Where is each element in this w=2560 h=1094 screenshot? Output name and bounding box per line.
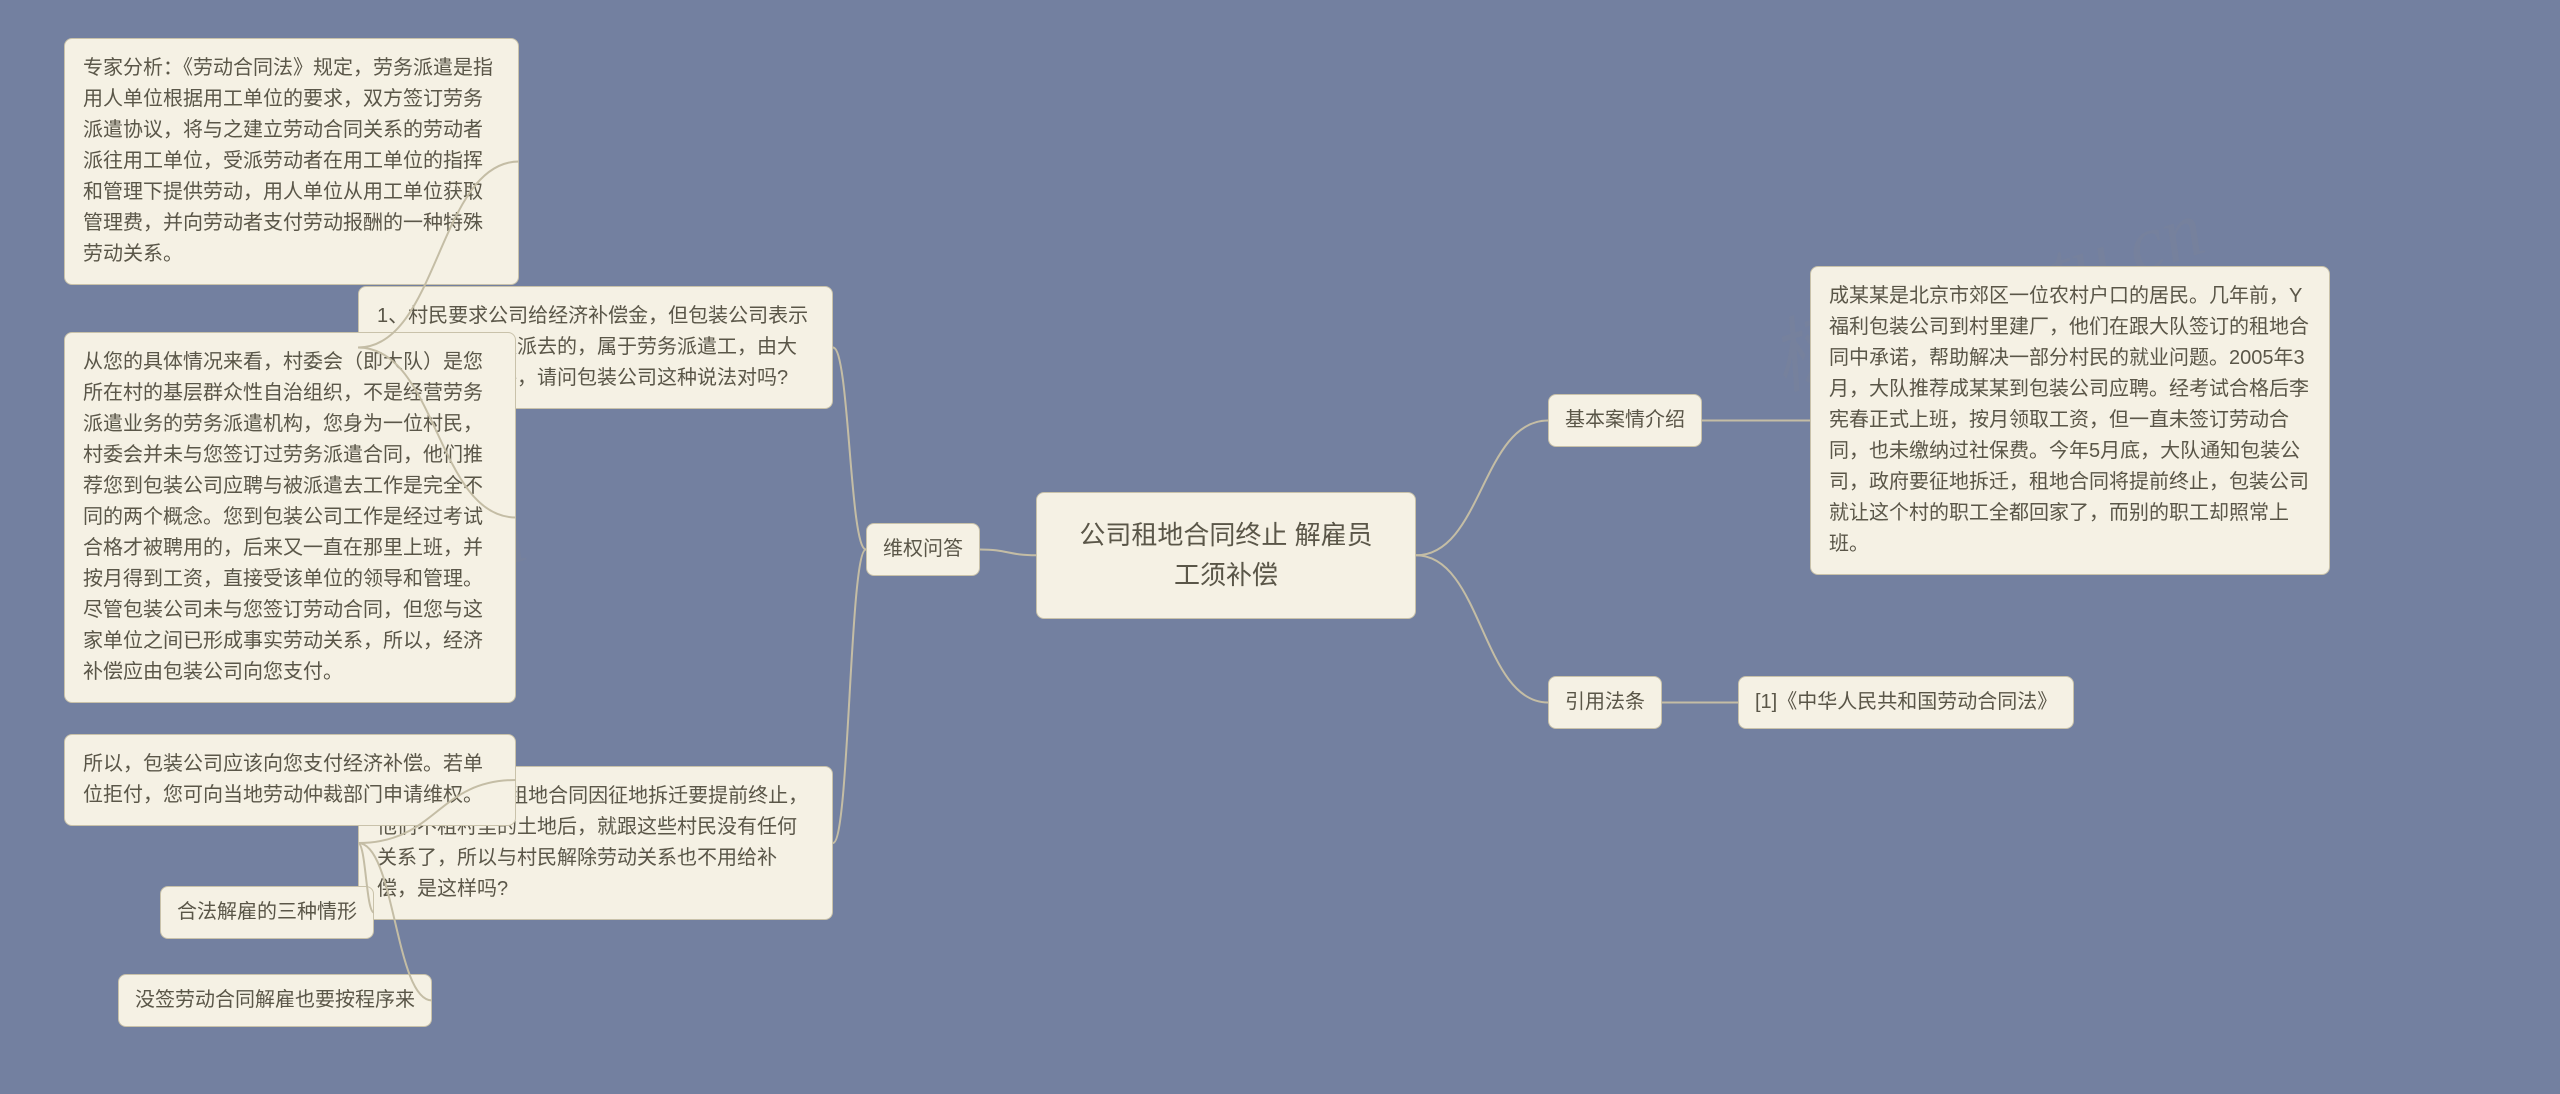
case-intro-label: 基本案情介绍 — [1548, 394, 1702, 447]
q2-answer-1-text: 所以，包装公司应该向您支付经济补偿。若单位拒付，您可向当地劳动仲裁部门申请维权。 — [83, 753, 483, 806]
law-label: 引用法条 — [1548, 676, 1662, 729]
q2-answer-3: 没签劳动合同解雇也要按程序来 — [118, 974, 432, 1027]
center-line2: 工须补偿 — [1174, 560, 1278, 590]
q1-answer-1: 专家分析：《劳动合同法》规定，劳务派遣是指用人单位根据用工单位的要求，双方签订劳… — [64, 38, 519, 285]
qa-label-text: 维权问答 — [883, 538, 963, 560]
law-label-text: 引用法条 — [1565, 691, 1645, 713]
center-line1: 公司租地合同终止 解雇员 — [1079, 520, 1372, 550]
case-intro-body: 成某某是北京市郊区一位农村户口的居民。几年前，Y福利包装公司到村里建厂，他们在跟… — [1829, 285, 2309, 555]
law-reference: [1]《中华人民共和国劳动合同法》 — [1738, 676, 2074, 729]
q1-answer-2: 从您的具体情况来看，村委会（即大队）是您所在村的基层群众性自治组织，不是经营劳务… — [64, 332, 516, 703]
q2-answer-3-text: 没签劳动合同解雇也要按程序来 — [135, 989, 415, 1011]
law-reference-text: [1]《中华人民共和国劳动合同法》 — [1755, 691, 2057, 713]
q1-answer-1-text: 专家分析：《劳动合同法》规定，劳务派遣是指用人单位根据用工单位的要求，双方签订劳… — [83, 57, 493, 265]
center-topic: 公司租地合同终止 解雇员 工须补偿 — [1036, 492, 1416, 619]
case-intro-text: 成某某是北京市郊区一位农村户口的居民。几年前，Y福利包装公司到村里建厂，他们在跟… — [1810, 266, 2330, 575]
q1-answer-2-text: 从您的具体情况来看，村委会（即大队）是您所在村的基层群众性自治组织，不是经营劳务… — [83, 351, 483, 683]
q2-answer-2-text: 合法解雇的三种情形 — [177, 901, 357, 923]
q2-answer-1: 所以，包装公司应该向您支付经济补偿。若单位拒付，您可向当地劳动仲裁部门申请维权。 — [64, 734, 516, 826]
case-intro-label-text: 基本案情介绍 — [1565, 409, 1685, 431]
q2-answer-2: 合法解雇的三种情形 — [160, 886, 374, 939]
qa-label: 维权问答 — [866, 523, 980, 576]
